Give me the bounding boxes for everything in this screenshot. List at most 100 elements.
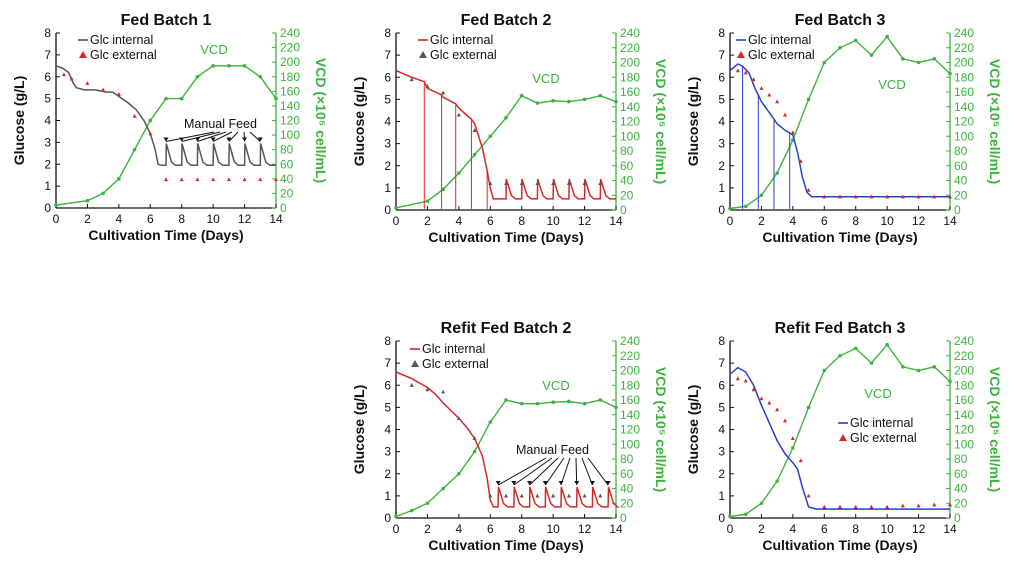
y2-tick-label: 100 [280,128,300,142]
vcd-series-label: VCD [542,378,569,393]
glc-external-point [806,187,811,192]
y-tick-label: 2 [384,467,391,481]
y2-axis-label: VCD (×10⁵ cell/mL) [987,367,1003,492]
y-tick-label: 1 [718,181,725,195]
glc-external-point [132,113,137,118]
y-tick-label: 4 [718,115,725,129]
vcd-point [242,64,247,68]
y2-tick-label: 240 [954,26,974,40]
glc-external-point [900,503,905,508]
x-tick-label: 2 [424,214,431,228]
glc-external-point [409,77,414,82]
glc-external-point [822,504,827,509]
glc-external-point [790,436,795,440]
y2-tick-label: 220 [620,349,640,363]
glc-external-point [242,177,247,182]
y2-tick-label: 100 [954,129,974,143]
x-tick-label: 14 [609,522,623,536]
glc-external-point [775,407,780,412]
vcd-point [274,96,278,101]
glc-external-point [164,177,168,182]
annotation-arrow [581,457,593,486]
vcd-point [869,53,874,57]
glc-external-point [551,493,556,498]
vcd-point [148,118,153,123]
y2-tick-label: 20 [954,496,968,510]
annotation-arrow [197,131,227,142]
y2-tick-label: 180 [954,70,974,84]
annotation-arrow [165,131,215,142]
annotation-arrowhead [257,137,263,142]
glc-external-point [735,68,740,73]
y-tick-label: 1 [718,489,725,503]
annotation-arrowhead [574,481,580,486]
annotation-arrow [544,457,565,486]
series-glc-internal-line [55,65,276,167]
y-tick-label: 0 [44,201,51,215]
y2-tick-label: 0 [954,511,961,525]
glc-external-point [790,130,795,135]
glc-external-point [751,387,756,392]
legend-label-glc-internal: Glc internal [430,33,493,47]
vcd-point [806,97,811,102]
legend-label-glc-internal: Glc internal [748,33,811,47]
glc-external-point [116,92,121,96]
y2-tick-label: 120 [954,115,974,129]
vcd-point [885,342,889,347]
y-tick-label: 0 [384,511,391,525]
y2-axis-label: VCD (×10⁵ cell/mL) [313,58,329,183]
vcd-point [551,400,555,405]
glc-external-point [743,70,748,75]
y2-tick-label: 40 [954,174,968,188]
vcd-point [728,514,732,519]
y2-tick-label: 200 [620,56,640,70]
glc-external-point [211,177,216,182]
annotation-arrowhead [527,481,533,486]
vcd-point [132,147,137,152]
chart-fb3: Fed Batch 30 2 4 6 8 10 12 14012345678020406080… [685,12,1003,245]
vcd-point [258,74,263,79]
glc-external-point [582,493,587,498]
annotation-arrowhead [179,137,185,142]
y2-tick-label: 160 [280,84,300,98]
legend-triangle-swatch [419,51,427,58]
glc-external-point [519,493,524,498]
glc-external-point [441,389,446,394]
glc-external-point [869,504,874,509]
y-tick-label: 1 [44,179,51,193]
glc-external-point [101,87,106,92]
y2-tick-label: 20 [280,186,294,200]
glc-external-point [853,194,858,199]
x-tick-label: 0 [393,522,400,536]
vcd-point [582,401,587,406]
x-tick-label: 10 [546,214,560,228]
legend-label-glc-external: Glc external [850,431,917,445]
chart-fb1: Fed Batch 10 2 4 6 8 10 12 14012345678020406080… [11,12,329,243]
vcd-point [806,405,811,410]
annotation-arrow [575,457,578,486]
vcd-point [598,398,603,402]
y2-tick-label: 200 [954,56,974,70]
y2-tick-label: 100 [620,437,640,451]
annotation-arrowhead [226,137,232,142]
glc-external-point [409,383,414,387]
legend-label-glc-internal: Glc internal [90,33,153,47]
glc-external-point [274,177,278,182]
vcd-point [598,93,603,98]
glc-external-point [566,493,571,498]
y2-tick-label: 140 [954,100,974,114]
glc-external-point [551,181,556,186]
legend-label-glc-external: Glc external [422,357,489,371]
vcd-point [948,71,952,76]
y-axis-label: Glucose (g/L) [685,77,701,166]
glc-external-point [258,177,263,182]
x-tick-label: 4 [456,214,463,228]
y2-tick-label: 60 [620,159,634,173]
x-tick-label: 0 [727,214,734,228]
annotation-arrowhead [163,137,169,142]
y2-tick-label: 140 [620,408,640,422]
x-tick-label: 4 [790,522,797,536]
glc-external-point [948,194,952,199]
glc-external-point [767,92,772,97]
